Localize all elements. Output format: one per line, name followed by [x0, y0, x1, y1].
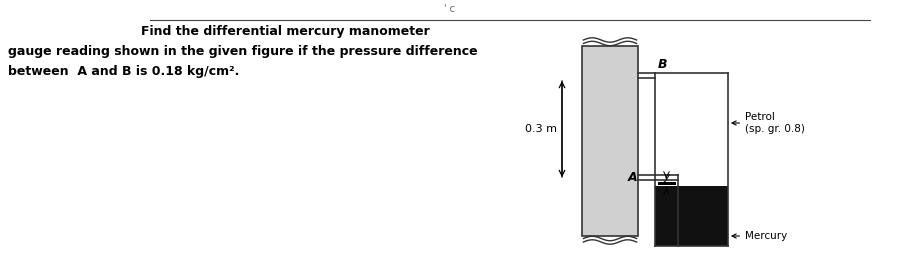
Text: Petrol
(sp. gr. 0.8): Petrol (sp. gr. 0.8): [732, 112, 805, 134]
Text: B: B: [658, 58, 667, 70]
Text: 0.3 m: 0.3 m: [525, 124, 557, 134]
Text: A: A: [628, 171, 637, 184]
Text: between  A and B is 0.18 kg/cm².: between A and B is 0.18 kg/cm².: [8, 65, 240, 78]
Bar: [582, 46, 638, 236]
Bar: [678, 186, 728, 246]
Bar: [655, 186, 678, 246]
Text: Mercury: Mercury: [732, 231, 788, 241]
Text: Find the differential mercury manometer: Find the differential mercury manometer: [141, 25, 429, 38]
Text: gauge reading shown in the given figure if the pressure difference: gauge reading shown in the given figure …: [8, 45, 478, 58]
Text: y: y: [664, 172, 670, 182]
Text: ' c: ' c: [444, 4, 454, 14]
